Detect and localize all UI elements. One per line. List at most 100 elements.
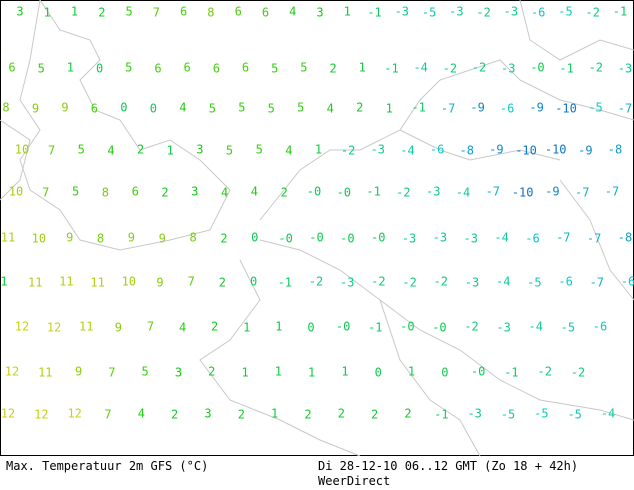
temperature-label: 0 [375, 366, 382, 380]
temperature-label: -4 [400, 144, 414, 158]
temperature-label: 1 [243, 321, 250, 335]
temperature-label: -4 [529, 320, 543, 334]
temperature-label: 12 [34, 408, 48, 422]
temperature-label: 6 [154, 62, 161, 76]
temperature-label: 7 [42, 186, 49, 200]
temperature-label: -2 [571, 366, 585, 380]
temperature-label: 10 [9, 185, 23, 199]
temperature-label: 1 [167, 144, 174, 158]
temperature-label: -7 [575, 186, 589, 200]
temperature-label: -10 [512, 186, 534, 200]
temperature-label: 3 [196, 143, 203, 157]
temperature-label: 6 [213, 62, 220, 76]
temperature-label: -6 [525, 232, 539, 246]
temperature-label: 5 [238, 101, 245, 115]
temperature-label: -2 [589, 61, 603, 75]
temperature-label: 4 [251, 185, 258, 199]
temperature-label: 1 [241, 366, 248, 380]
temperature-label: 11 [38, 366, 52, 380]
temperature-label: 0 [307, 321, 314, 335]
temperature-label: 7 [104, 408, 111, 422]
temperature-label: 12 [5, 365, 19, 379]
temperature-label: -1 [559, 62, 573, 76]
temperature-label: -6 [593, 320, 607, 334]
temperature-label: -9 [470, 101, 484, 115]
footer-run: Di 28-12-10 06..12 GMT (Zo 18 + 42h) [318, 459, 579, 473]
footer-source: WeerDirect [318, 474, 391, 488]
temperature-label: 1 [344, 5, 351, 19]
temperature-label: 2 [98, 6, 105, 20]
temperature-label: -1 [613, 5, 627, 19]
temperature-label: -2 [472, 61, 486, 75]
temperature-label: 1 [359, 61, 366, 75]
temperature-label: 6 [180, 5, 187, 19]
temperature-label: 12 [47, 321, 61, 335]
temperature-label: 7 [153, 6, 160, 20]
temperature-label: -8 [608, 143, 622, 157]
temperature-label: 2 [329, 62, 336, 76]
temperature-label: -5 [534, 407, 548, 421]
temperature-label: -2 [443, 62, 457, 76]
temperature-label: 2 [161, 186, 168, 200]
temperature-label: 4 [285, 144, 292, 158]
temperature-label: -9 [578, 144, 592, 158]
temperature-label: -5 [501, 408, 515, 422]
temperature-label: 11 [79, 320, 93, 334]
temperature-label: 10 [32, 232, 46, 246]
temperature-label: -9 [489, 143, 503, 157]
map: 3 1 1 2 5 7 6 8 6 6 4 3 1 -1 -3 -5 -3 -2 -3 -6 -5 -2 -16 5 1 0 5 6 6… [0, 0, 634, 456]
temperature-label: -4 [601, 407, 615, 421]
temperature-label: 1 [275, 320, 282, 334]
temperature-label: -9 [529, 101, 543, 115]
temperature-label: 5 [297, 101, 304, 115]
temperature-label: 0 [441, 366, 448, 380]
temperature-label: 0 [96, 62, 103, 76]
temperature-label: 1 [308, 366, 315, 380]
temperature-label: -1 [368, 321, 382, 335]
temperature-label: 12 [67, 407, 81, 421]
temperature-label: -1 [411, 101, 425, 115]
temperature-label: 1 [67, 61, 74, 75]
temperature-label: 0 [250, 275, 257, 289]
temperature-label: 2 [404, 407, 411, 421]
temperature-label: -3 [501, 62, 515, 76]
temperature-label: -10 [555, 102, 577, 116]
temperature-label: 2 [211, 320, 218, 334]
temperature-label: -2 [476, 6, 490, 20]
temperature-label: 2 [371, 408, 378, 422]
temperature-label: 8 [189, 231, 196, 245]
temperature-label: 6 [235, 5, 242, 19]
temperature-label: 1 [386, 102, 393, 116]
temperature-label: -7 [441, 102, 455, 116]
temperature-label: 5 [125, 61, 132, 75]
temperature-label: -7 [486, 185, 500, 199]
temperature-label: -0 [400, 320, 414, 334]
temperature-label: 6 [91, 102, 98, 116]
temperature-label: 7 [188, 275, 195, 289]
temperature-label: 5 [142, 365, 149, 379]
temperature-label: -3 [465, 276, 479, 290]
temperature-label: 3 [204, 407, 211, 421]
temperature-label: 9 [32, 102, 39, 116]
temperature-label: 2 [137, 143, 144, 157]
temperature-label: -2 [396, 186, 410, 200]
temperature-label: -1 [366, 185, 380, 199]
temperature-label: 11 [59, 275, 73, 289]
temperature-label: 5 [72, 185, 79, 199]
temperature-label: -3 [467, 407, 481, 421]
temperature-label: 0 [251, 231, 258, 245]
temperature-label: -0 [340, 232, 354, 246]
temperature-label: -2 [464, 320, 478, 334]
temperature-label: -3 [504, 5, 518, 19]
temperature-label: 11 [90, 276, 104, 290]
temperature-label: -0 [530, 61, 544, 75]
temperature-label: 2 [281, 186, 288, 200]
temperature-label: -6 [531, 6, 545, 20]
temperature-label: 5 [271, 62, 278, 76]
temperature-label: -6 [558, 275, 572, 289]
temperature-label: 1 [408, 365, 415, 379]
temperature-label: 10 [15, 143, 29, 157]
temperature-label: 10 [122, 275, 136, 289]
footer-title: Max. Temperatuur 2m GFS (°C) [6, 459, 209, 473]
temperature-label: -2 [309, 275, 323, 289]
